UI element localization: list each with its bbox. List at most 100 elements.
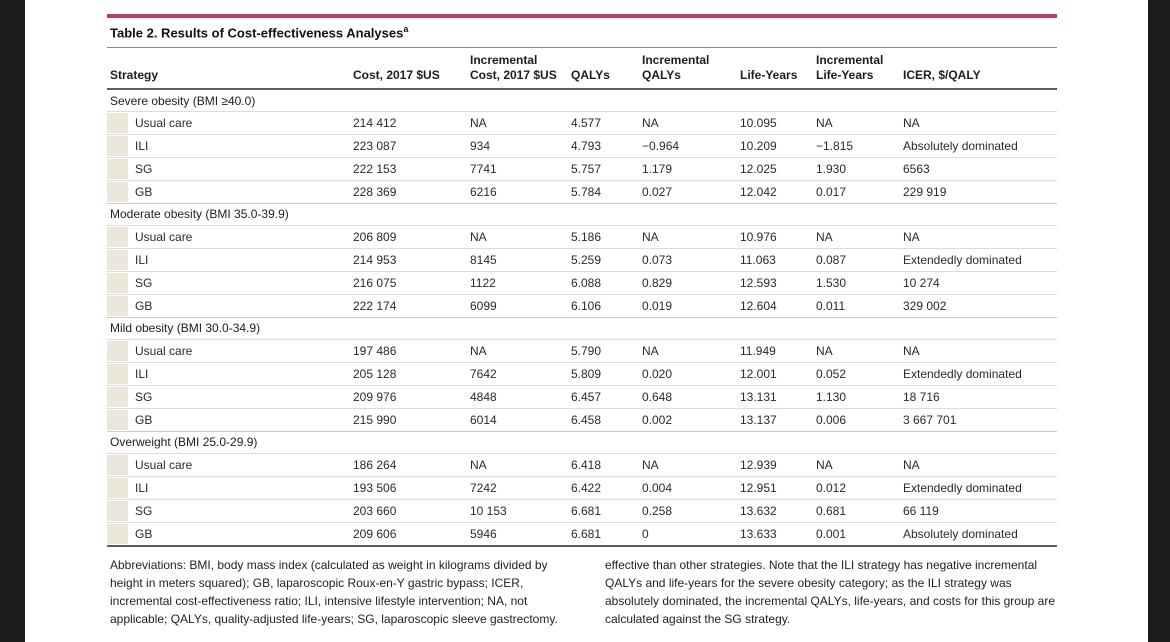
row-indent-marker [107,249,128,270]
table-row: SG 222 153 7741 5.757 1.179 12.025 1.930 6563 [107,156,1057,181]
table-title-footnote-marker: a [403,24,409,34]
cell-life-years: 11.949 [740,338,816,363]
section-header-row: Mild obesity (BMI 30.0-34.9) [107,316,1057,340]
table-header: Strategy Cost, 2017 $US Incremental Cost, 2… [107,48,1057,91]
left-black-bar [0,0,25,642]
strategy-label: ILI [135,480,149,495]
strategy-label: Usual care [135,343,193,358]
row-indent-marker [107,409,128,430]
cell-incremental-qalys: 0.073 [642,247,740,272]
cell-incremental-qalys: −0.964 [642,133,740,158]
cell-cost: 216 075 [353,270,470,295]
table-row: GB 215 990 6014 6.458 0.002 13.137 0.006 3 667 … [107,407,1057,432]
row-indent-marker [107,340,128,361]
cell-icer: Extendedly dominated [903,475,1057,500]
row-indent-marker [107,272,128,293]
cell-incremental-qalys: 0.829 [642,270,740,295]
cell-cost: 223 087 [353,133,470,158]
footnote-a-continued: effective than other strategies. Note th… [605,557,1056,626]
cell-qalys: 4.793 [571,133,642,158]
cell-cost: 222 153 [353,156,470,181]
row-indent-marker [107,226,128,247]
cell-life-years: 10.209 [740,133,816,158]
cell-incremental-life-years: 0.006 [816,407,903,432]
cell-icer: NA [903,110,1057,135]
table-accent-rule [107,14,1057,18]
cell-incremental-qalys: NA [642,452,740,477]
cell-qalys: 5.757 [571,156,642,181]
row-indent-marker [107,477,128,498]
cell-icer: 329 002 [903,293,1057,318]
cell-incremental-life-years: 0.681 [816,498,903,523]
strategy-label: SG [135,275,153,290]
row-indent-marker [107,158,128,179]
cell-strategy: Usual care [107,224,353,249]
footnote-a: a An extendedly dominated strategy has a… [110,637,577,642]
cell-cost: 215 990 [353,407,470,432]
cell-incremental-life-years: NA [816,338,903,363]
cell-qalys: 6.458 [571,407,642,432]
cell-life-years: 12.042 [740,179,816,204]
cell-qalys: 5.186 [571,224,642,249]
cell-incremental-cost: NA [470,110,571,135]
cell-life-years: 13.633 [740,521,816,547]
column-header-icer: ICER, $/QALY [903,48,1057,91]
cell-strategy: SG [107,156,353,181]
strategy-label: ILI [135,138,149,153]
row-indent-marker [107,500,128,521]
cell-life-years: 12.593 [740,270,816,295]
table-row: GB 228 369 6216 5.784 0.027 12.042 0.017 229 91… [107,179,1057,204]
cell-strategy: GB [107,407,353,432]
cell-strategy: SG [107,384,353,409]
cell-cost: 222 174 [353,293,470,318]
cell-cost: 206 809 [353,224,470,249]
cell-incremental-life-years: 0.052 [816,361,903,386]
footnote-a-marker: a [110,641,115,642]
cell-incremental-cost: NA [470,224,571,249]
cell-cost: 209 606 [353,521,470,547]
table-row: ILI 214 953 8145 5.259 0.073 11.063 0.087 Exten… [107,247,1057,272]
cell-qalys: 4.577 [571,110,642,135]
cell-incremental-cost: 7642 [470,361,571,386]
cell-qalys: 6.088 [571,270,642,295]
abbreviations-note: Abbreviations: BMI, body mass index (cal… [110,557,558,626]
strategy-label: Usual care [135,229,193,244]
cell-incremental-life-years: 0.011 [816,293,903,318]
cell-qalys: 6.457 [571,384,642,409]
cell-icer: Extendedly dominated [903,247,1057,272]
table-row: Usual care 214 412 NA 4.577 NA 10.095 NA NA [107,110,1057,135]
cell-incremental-qalys: 0.648 [642,384,740,409]
cell-icer: NA [903,338,1057,363]
cell-incremental-life-years: 1.530 [816,270,903,295]
section-header-row: Overweight (BMI 25.0-29.9) [107,430,1057,454]
cell-incremental-life-years: 0.017 [816,179,903,204]
cell-icer: 3 667 701 [903,407,1057,432]
table-row: Usual care 197 486 NA 5.790 NA 11.949 NA NA [107,338,1057,363]
cell-life-years: 12.951 [740,475,816,500]
cell-qalys: 6.681 [571,521,642,547]
cell-incremental-life-years: 0.001 [816,521,903,547]
table-row: SG 209 976 4848 6.457 0.648 13.131 1.130 18 716 [107,384,1057,409]
section-header-row: Moderate obesity (BMI 35.0-39.9) [107,202,1057,226]
cell-incremental-life-years: 0.012 [816,475,903,500]
cell-incremental-cost: 7741 [470,156,571,181]
cell-qalys: 5.259 [571,247,642,272]
cell-incremental-life-years: 1.130 [816,384,903,409]
cell-life-years: 13.632 [740,498,816,523]
cell-cost: 214 953 [353,247,470,272]
cell-incremental-cost: 5946 [470,521,571,547]
cell-icer: Absolutely dominated [903,521,1057,547]
strategy-label: GB [135,184,153,199]
cell-life-years: 13.137 [740,407,816,432]
cell-icer: 66 119 [903,498,1057,523]
cell-qalys: 5.809 [571,361,642,386]
row-indent-marker [107,523,128,544]
cell-qalys: 6.422 [571,475,642,500]
row-indent-marker [107,295,128,316]
cell-icer: 10 274 [903,270,1057,295]
column-header-life-years: Life-Years [740,48,816,91]
cell-incremental-qalys: 0 [642,521,740,547]
row-indent-marker [107,181,128,202]
cell-cost: 203 660 [353,498,470,523]
cell-icer: 229 919 [903,179,1057,204]
